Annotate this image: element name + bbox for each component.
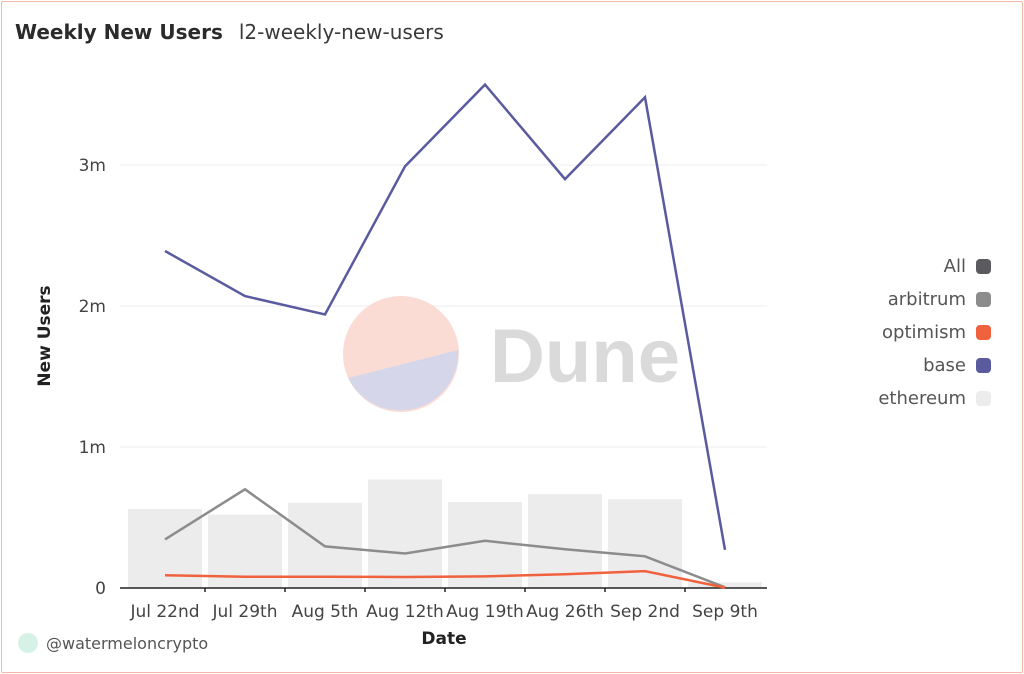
x-tick-label: Aug 26th bbox=[526, 602, 604, 622]
y-tick-label: 2m bbox=[79, 297, 106, 317]
series-lines bbox=[164, 82, 727, 589]
x-tick-label: Sep 2nd bbox=[610, 602, 680, 622]
legend-item-optimism[interactable]: optimism bbox=[878, 316, 991, 349]
author-footer: @watermeloncrypto bbox=[18, 633, 208, 653]
y-tick-label: 1m bbox=[79, 438, 106, 458]
legend-label: optimism bbox=[882, 322, 966, 343]
watermark-text: Dune bbox=[490, 314, 680, 399]
dune-watermark: Dune bbox=[343, 296, 680, 412]
legend-item-base[interactable]: base bbox=[878, 349, 991, 382]
chart-title: Weekly New Users bbox=[15, 20, 223, 44]
y-tick-label: 0 bbox=[95, 579, 106, 599]
author-avatar bbox=[18, 633, 38, 653]
legend-swatch bbox=[976, 259, 991, 274]
legend-swatch bbox=[976, 391, 991, 406]
bar-ethereum bbox=[688, 582, 762, 588]
legend-swatch bbox=[976, 325, 991, 340]
x-tick-label: Jul 22nd bbox=[129, 602, 199, 622]
author-handle[interactable]: @watermeloncrypto bbox=[46, 633, 209, 653]
x-tick-label: Aug 12th bbox=[366, 602, 444, 622]
x-tick-label: Aug 19th bbox=[446, 602, 524, 622]
x-tick-label: Aug 5th bbox=[292, 602, 359, 622]
legend-swatch bbox=[976, 292, 991, 307]
legend-item-all[interactable]: All bbox=[878, 250, 991, 283]
y-axis-title: New Users bbox=[35, 285, 55, 386]
ethereum-bars bbox=[128, 479, 762, 588]
gridlines bbox=[120, 164, 767, 448]
watermark-logo-bottom bbox=[348, 350, 459, 411]
legend-swatch bbox=[976, 358, 991, 373]
bar-ethereum bbox=[608, 499, 682, 588]
legend-item-ethereum[interactable]: ethereum bbox=[878, 382, 991, 415]
legend-label: ethereum bbox=[878, 388, 966, 409]
legend-label: base bbox=[923, 355, 966, 376]
chart-legend: All arbitrum optimism base ethereum bbox=[878, 250, 991, 415]
x-axis-title: Date bbox=[421, 629, 466, 649]
bar-ethereum bbox=[368, 479, 442, 588]
chart-header: Weekly New Users l2-weekly-new-users bbox=[15, 20, 444, 44]
legend-item-arbitrum[interactable]: arbitrum bbox=[878, 283, 991, 316]
y-tick-label: 3m bbox=[79, 156, 106, 176]
query-name: l2-weekly-new-users bbox=[238, 20, 444, 44]
line-base bbox=[164, 82, 727, 551]
legend-label: All bbox=[943, 256, 966, 277]
x-tick-label: Sep 9th bbox=[692, 602, 758, 622]
line-arbitrum bbox=[164, 487, 726, 589]
legend-label: arbitrum bbox=[887, 289, 966, 310]
line-optimism bbox=[164, 569, 726, 589]
axes bbox=[120, 587, 767, 592]
x-tick-label: Jul 29th bbox=[212, 602, 278, 622]
